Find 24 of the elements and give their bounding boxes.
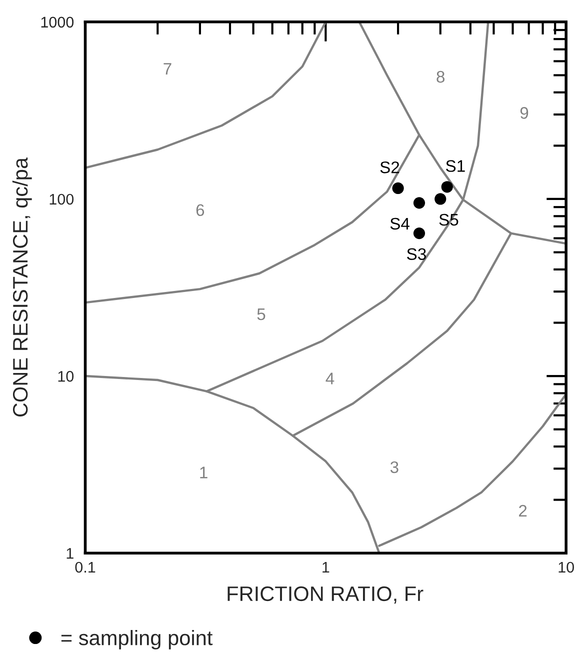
annotation: 9 — [520, 107, 528, 119]
annotation: 3 — [390, 461, 398, 474]
annotation: 1 — [200, 466, 208, 478]
y-tick-label: 1 — [66, 548, 74, 559]
annotation: 2 — [519, 504, 527, 517]
y-tick-label: 10 — [58, 370, 74, 382]
x-tick-label: 1 — [322, 562, 330, 573]
annotation: 8 — [436, 70, 444, 83]
annotation: S2 — [380, 161, 400, 174]
annotation: 6 — [196, 204, 204, 216]
annotation: 4 — [326, 372, 334, 384]
x-tick-label: 10 — [558, 562, 574, 573]
annotation: S3 — [407, 248, 426, 260]
y-axis-title: CONE RESISTANCE, qc/pa — [12, 157, 32, 417]
y-tick-label: 100 — [50, 194, 74, 205]
x-axis-title: FRICTION RATIO, Fr — [228, 586, 424, 604]
legend-label: = sampling point — [61, 630, 213, 650]
annotation: 7 — [164, 63, 172, 75]
annotation: S5 — [439, 214, 458, 226]
x-tick-label: 0.1 — [75, 562, 96, 573]
y-tick-label: 1000 — [41, 16, 74, 28]
annotation: 5 — [257, 308, 266, 320]
annotation: S4 — [390, 218, 410, 230]
annotation: S1 — [446, 160, 465, 172]
